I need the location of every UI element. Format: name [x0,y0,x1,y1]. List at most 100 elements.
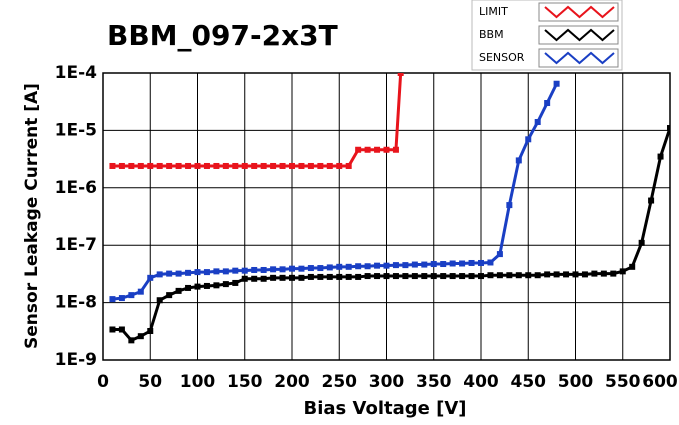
data-point [185,269,192,276]
x-tick-label: 0 [97,372,109,392]
y-tick-label: 1E-5 [55,120,97,140]
data-point [355,146,362,153]
data-point [166,162,173,169]
data-point [260,275,267,282]
x-tick-label: 300 [369,372,405,392]
data-point [345,273,352,280]
y-tick-label: 1E-6 [55,178,97,198]
data-point [213,268,220,275]
data-point [392,273,399,280]
data-point [440,273,447,280]
data-point [185,284,192,291]
x-tick-label: 600 [642,372,678,392]
y-tick-label: 1E-9 [55,350,97,370]
data-point [128,292,135,299]
legend-swatch [544,28,615,42]
data-point [534,119,541,126]
data-point [468,259,475,266]
data-point [156,297,163,304]
data-point [336,263,343,270]
data-point [629,263,636,270]
data-point [213,162,220,169]
y-tick-label: 1E-7 [55,235,97,255]
data-point [128,337,135,344]
data-point [279,274,286,281]
data-point [194,283,201,290]
data-point [411,261,418,268]
data-point [156,271,163,278]
data-point [317,265,324,272]
legend-swatch-box [538,48,619,68]
data-point [478,259,484,266]
data-point [137,333,144,340]
data-point [289,274,295,281]
data-point [544,100,551,107]
data-point [525,136,532,143]
data-point [392,262,399,269]
data-point [241,162,248,169]
data-point [270,274,277,281]
data-point [194,269,201,276]
data-point [118,162,125,169]
data-point [667,125,670,132]
data-point [175,270,182,277]
data-point [421,261,428,268]
data-point [534,272,541,279]
data-point [203,162,210,169]
x-tick-label: 400 [463,372,499,392]
data-point [374,146,381,153]
data-point [553,271,560,278]
data-point [298,265,305,272]
x-tick-label: 150 [227,372,263,392]
data-point [421,273,428,280]
legend-swatch [544,5,615,19]
data-point [440,261,447,268]
data-point [374,262,381,269]
x-tick-label: 450 [511,372,547,392]
data-point [166,270,173,277]
data-point [317,273,324,280]
data-point [241,275,248,282]
data-point [260,162,267,169]
data-point [118,326,125,333]
data-point [279,266,286,273]
data-point [657,153,664,160]
chart-title: BBM_097-2x3T [107,19,338,52]
data-point [487,259,494,266]
data-point [213,282,220,289]
data-point [307,162,314,169]
data-point [383,146,390,153]
data-point [251,266,258,273]
data-point [411,273,418,280]
data-point [270,162,277,169]
data-point [251,162,258,169]
data-point [364,146,371,153]
data-point [459,273,466,280]
data-point [185,162,192,169]
x-axis-label: Bias Voltage [V] [304,398,467,419]
data-point [232,279,239,286]
data-point [619,268,626,275]
data-point [279,162,286,169]
data-point [591,270,598,277]
data-point [128,162,135,169]
data-point [307,265,314,272]
y-tick-label: 1E-8 [55,293,97,313]
data-point [345,162,352,169]
data-point [383,273,390,280]
data-point [251,275,258,282]
legend-swatch [544,51,615,65]
data-point [326,162,333,169]
data-point [203,282,210,289]
data-point [506,272,513,279]
data-point [222,281,229,288]
data-point [147,274,154,281]
x-tick-label: 100 [180,372,216,392]
legend-label: SENSOR [479,51,525,64]
legend-swatch-box [538,25,619,45]
data-point [581,271,588,278]
data-point [317,162,324,169]
data-point [459,260,466,267]
data-point [232,267,239,274]
